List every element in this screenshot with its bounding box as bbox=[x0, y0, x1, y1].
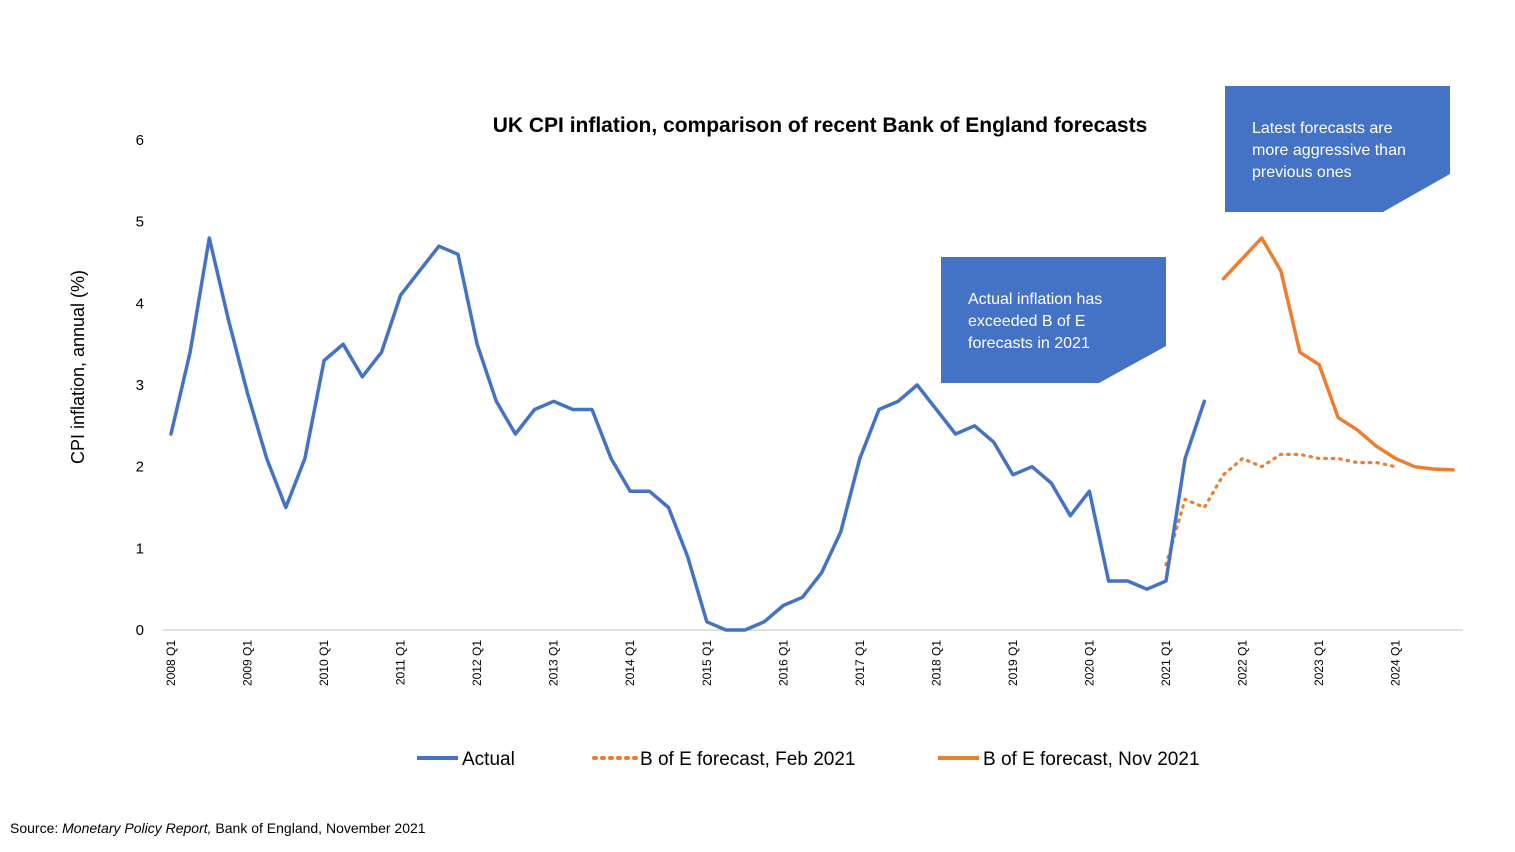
source-suffix: Bank of England, November 2021 bbox=[211, 820, 426, 836]
callout-actual-exceeded: Actual inflation has exceeded B of E for… bbox=[941, 257, 1166, 383]
x-tick-label: 2010 Q1 bbox=[317, 640, 331, 686]
x-tick-label: 2023 Q1 bbox=[1312, 640, 1326, 686]
legend-label-nov-2021: B of E forecast, Nov 2021 bbox=[983, 749, 1200, 770]
x-tick-label: 2012 Q1 bbox=[470, 640, 484, 686]
callout-line: more aggressive than bbox=[1252, 142, 1406, 159]
y-tick-label: 3 bbox=[136, 377, 144, 394]
x-tick-label: 2013 Q1 bbox=[547, 640, 561, 686]
chart-title: UK CPI inflation, comparison of recent B… bbox=[493, 114, 1148, 137]
y-axis-label: CPI inflation, annual (%) bbox=[68, 270, 88, 464]
x-tick-label: 2008 Q1 bbox=[164, 640, 178, 686]
x-axis-ticks: 2008 Q1 2009 Q1 2010 Q1 2011 Q1 2012 Q1 2013 … bbox=[164, 640, 1403, 686]
y-tick-label: 6 bbox=[136, 132, 144, 149]
callout-line: previous ones bbox=[1252, 164, 1352, 181]
callout-line: forecasts in 2021 bbox=[968, 335, 1090, 352]
y-tick-label: 2 bbox=[136, 459, 144, 476]
callout-line: Latest forecasts are bbox=[1252, 120, 1393, 137]
series-layer bbox=[169, 236, 1455, 632]
x-tick-label: 2018 Q1 bbox=[929, 640, 943, 686]
y-axis-ticks: 0 1 2 3 4 5 6 bbox=[136, 132, 144, 639]
x-tick-label: 2009 Q1 bbox=[241, 640, 255, 686]
callout-box bbox=[1225, 86, 1450, 212]
legend-label-feb-2021: B of E forecast, Feb 2021 bbox=[640, 749, 855, 770]
x-tick-label: 2016 Q1 bbox=[776, 640, 790, 686]
y-tick-label: 4 bbox=[136, 295, 144, 312]
source-publication: Monetary Policy Report, bbox=[62, 820, 212, 836]
series-line-0 bbox=[169, 236, 1207, 632]
y-tick-label: 5 bbox=[136, 214, 144, 231]
callout-box bbox=[941, 257, 1166, 383]
y-tick-label: 1 bbox=[136, 540, 144, 557]
x-tick-label: 2024 Q1 bbox=[1389, 640, 1403, 686]
callout-line: exceeded B of E bbox=[968, 313, 1085, 330]
legend: Actual B of E forecast, Feb 2021 B of E … bbox=[417, 749, 1200, 770]
x-tick-label: 2019 Q1 bbox=[1006, 640, 1020, 686]
callout-latest-forecasts: Latest forecasts are more aggressive tha… bbox=[1225, 86, 1450, 212]
x-tick-label: 2015 Q1 bbox=[700, 640, 714, 686]
source-note: Source: Monetary Policy Report, Bank of … bbox=[10, 820, 426, 836]
x-tick-label: 2011 Q1 bbox=[394, 640, 408, 685]
x-tick-label: 2021 Q1 bbox=[1159, 640, 1173, 686]
x-tick-label: 2022 Q1 bbox=[1236, 640, 1250, 686]
source-prefix: Source: bbox=[10, 820, 63, 836]
x-tick-label: 2020 Q1 bbox=[1082, 640, 1096, 686]
x-tick-label: 2014 Q1 bbox=[623, 640, 637, 686]
legend-label-actual: Actual bbox=[462, 749, 515, 770]
series-line-2 bbox=[1221, 236, 1455, 472]
series-line-1 bbox=[1164, 452, 1398, 567]
callout-line: Actual inflation has bbox=[968, 291, 1102, 308]
x-tick-label: 2017 Q1 bbox=[853, 640, 867, 686]
y-tick-label: 0 bbox=[136, 622, 144, 639]
